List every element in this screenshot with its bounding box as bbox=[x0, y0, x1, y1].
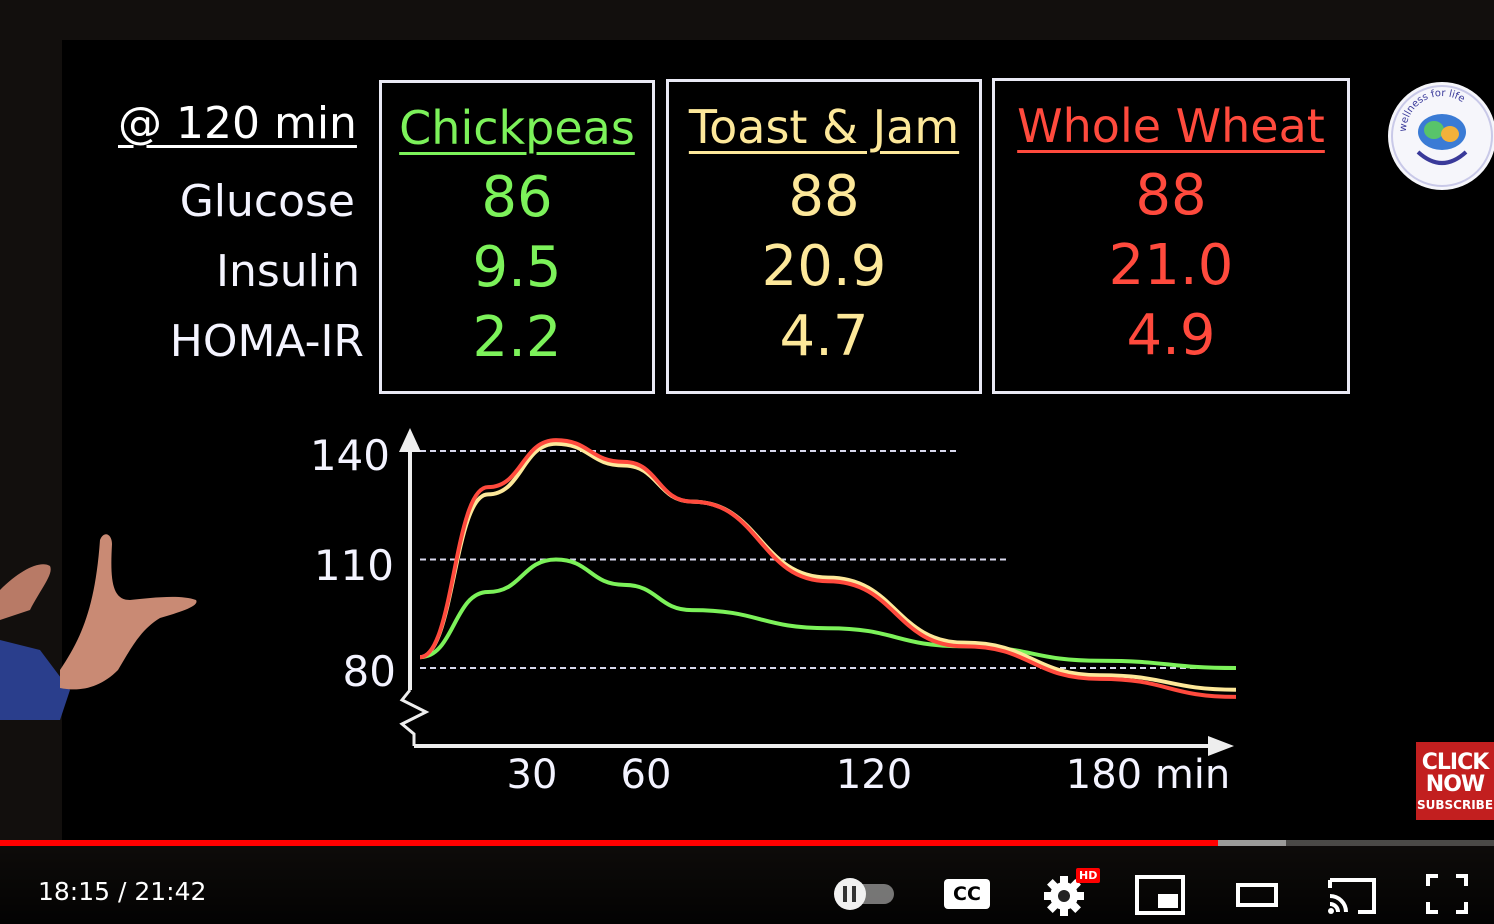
x-tick-label: 60 bbox=[621, 752, 672, 798]
x-tick-label: 180 min bbox=[1066, 752, 1231, 798]
gridlines bbox=[420, 450, 1238, 669]
row-label-insulin: Insulin bbox=[215, 246, 360, 297]
time-display: 18:15 / 21:42 bbox=[38, 877, 207, 906]
y-axis-arrow bbox=[399, 428, 421, 452]
series-line-0 bbox=[419, 557, 1237, 670]
cast-icon[interactable] bbox=[1322, 866, 1382, 922]
glucose-value: 88 bbox=[1135, 163, 1207, 228]
x-axis-arrow bbox=[1208, 736, 1234, 756]
insulin-value: 20.9 bbox=[761, 234, 887, 299]
insulin-value: 9.5 bbox=[472, 235, 562, 300]
subscribe-line2: NOW bbox=[1425, 772, 1485, 797]
presenter-hand bbox=[0, 534, 197, 720]
column-box-toast-jam: Toast & Jam 88 20.9 4.7 bbox=[666, 79, 982, 394]
series-line-1 bbox=[419, 441, 1237, 692]
slide-screen bbox=[62, 40, 1494, 840]
insulin-value: 21.0 bbox=[1108, 233, 1234, 298]
x-tick-label: 30 bbox=[507, 752, 558, 798]
glucose-line-chart: 140 110 80 30 60 120 180 min bbox=[310, 428, 1238, 798]
column-box-whole-wheat: Whole Wheat 88 21.0 4.9 bbox=[992, 78, 1350, 394]
captions-button[interactable]: CC bbox=[944, 866, 992, 922]
glucose-value: 88 bbox=[788, 164, 860, 229]
miniplayer-icon[interactable] bbox=[1132, 866, 1188, 922]
homa-ir-value: 2.2 bbox=[472, 305, 562, 370]
subscribe-line3: SUBSCRIBE bbox=[1416, 798, 1494, 812]
y-tick-labels: 140 110 80 bbox=[310, 431, 396, 696]
x-tick-labels: 30 60 120 180 min bbox=[507, 752, 1231, 798]
column-title: Chickpeas bbox=[399, 101, 635, 155]
brain-logo-icon: wellness for life bbox=[1391, 85, 1493, 187]
captions-icon: CC bbox=[944, 879, 990, 909]
series-lines bbox=[419, 438, 1237, 699]
axes bbox=[399, 428, 1234, 756]
homa-ir-value: 4.7 bbox=[779, 304, 869, 369]
row-label-glucose: Glucose bbox=[179, 176, 355, 227]
settings-gear-icon[interactable] bbox=[1040, 866, 1104, 922]
subscribe-line1: CLICK bbox=[1421, 750, 1490, 775]
player-controls bbox=[0, 840, 1494, 924]
column-box-chickpeas: Chickpeas 86 9.5 2.2 bbox=[379, 80, 655, 394]
progress-played bbox=[0, 840, 1218, 846]
column-title: Toast & Jam bbox=[688, 100, 960, 154]
y-tick-label: 140 bbox=[310, 431, 390, 480]
hd-badge: HD bbox=[1076, 868, 1101, 883]
series-line-2 bbox=[419, 438, 1237, 699]
glucose-value: 86 bbox=[481, 165, 553, 230]
row-label-homa-ir: HOMA-IR bbox=[169, 316, 364, 367]
channel-logo: wellness for life bbox=[1388, 82, 1494, 190]
y-tick-label: 110 bbox=[314, 541, 394, 590]
y-tick-label: 80 bbox=[343, 647, 396, 696]
y-axis-break bbox=[399, 689, 430, 746]
theater-mode-icon[interactable] bbox=[1232, 866, 1282, 922]
fullscreen-icon[interactable] bbox=[1422, 866, 1472, 922]
subscribe-button-overlay[interactable]: CLICK NOW SUBSCRIBE bbox=[1416, 742, 1494, 820]
homa-ir-value: 4.9 bbox=[1126, 303, 1216, 368]
column-title: Whole Wheat bbox=[1017, 99, 1325, 153]
table-row-header: @ 120 min bbox=[118, 98, 357, 149]
x-tick-label: 120 bbox=[836, 752, 912, 798]
autoplay-toggle-icon[interactable] bbox=[828, 866, 898, 922]
